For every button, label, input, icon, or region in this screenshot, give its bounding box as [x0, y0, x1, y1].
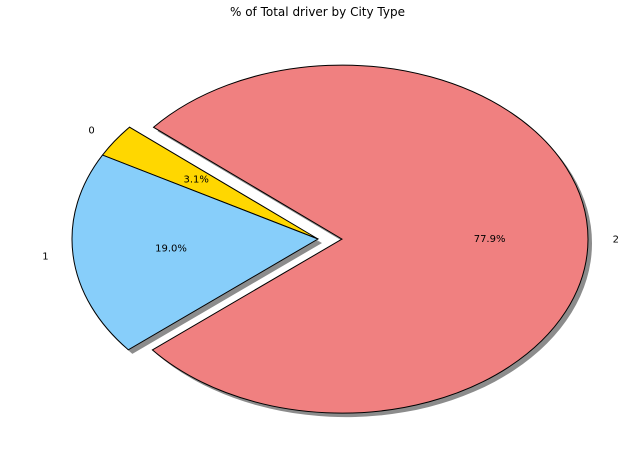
- chart-title: % of Total driver by City Type: [230, 5, 405, 19]
- slice-2-label: 2: [613, 234, 619, 245]
- slice-0-label: 0: [88, 125, 94, 136]
- slice-1-percent-label: 19.0%: [155, 243, 187, 254]
- pie-slices: [71, 64, 589, 414]
- slice-2-wedge: [151, 64, 589, 414]
- slice-labels: 0 3.1% 1 19.0% 2 77.9%: [42, 125, 619, 262]
- slice-2-percent-label: 77.9%: [474, 234, 506, 245]
- slice-1-wedge: [71, 154, 320, 351]
- slice-0-percent-label: 3.1%: [183, 175, 208, 186]
- slice-1-label: 1: [42, 251, 48, 262]
